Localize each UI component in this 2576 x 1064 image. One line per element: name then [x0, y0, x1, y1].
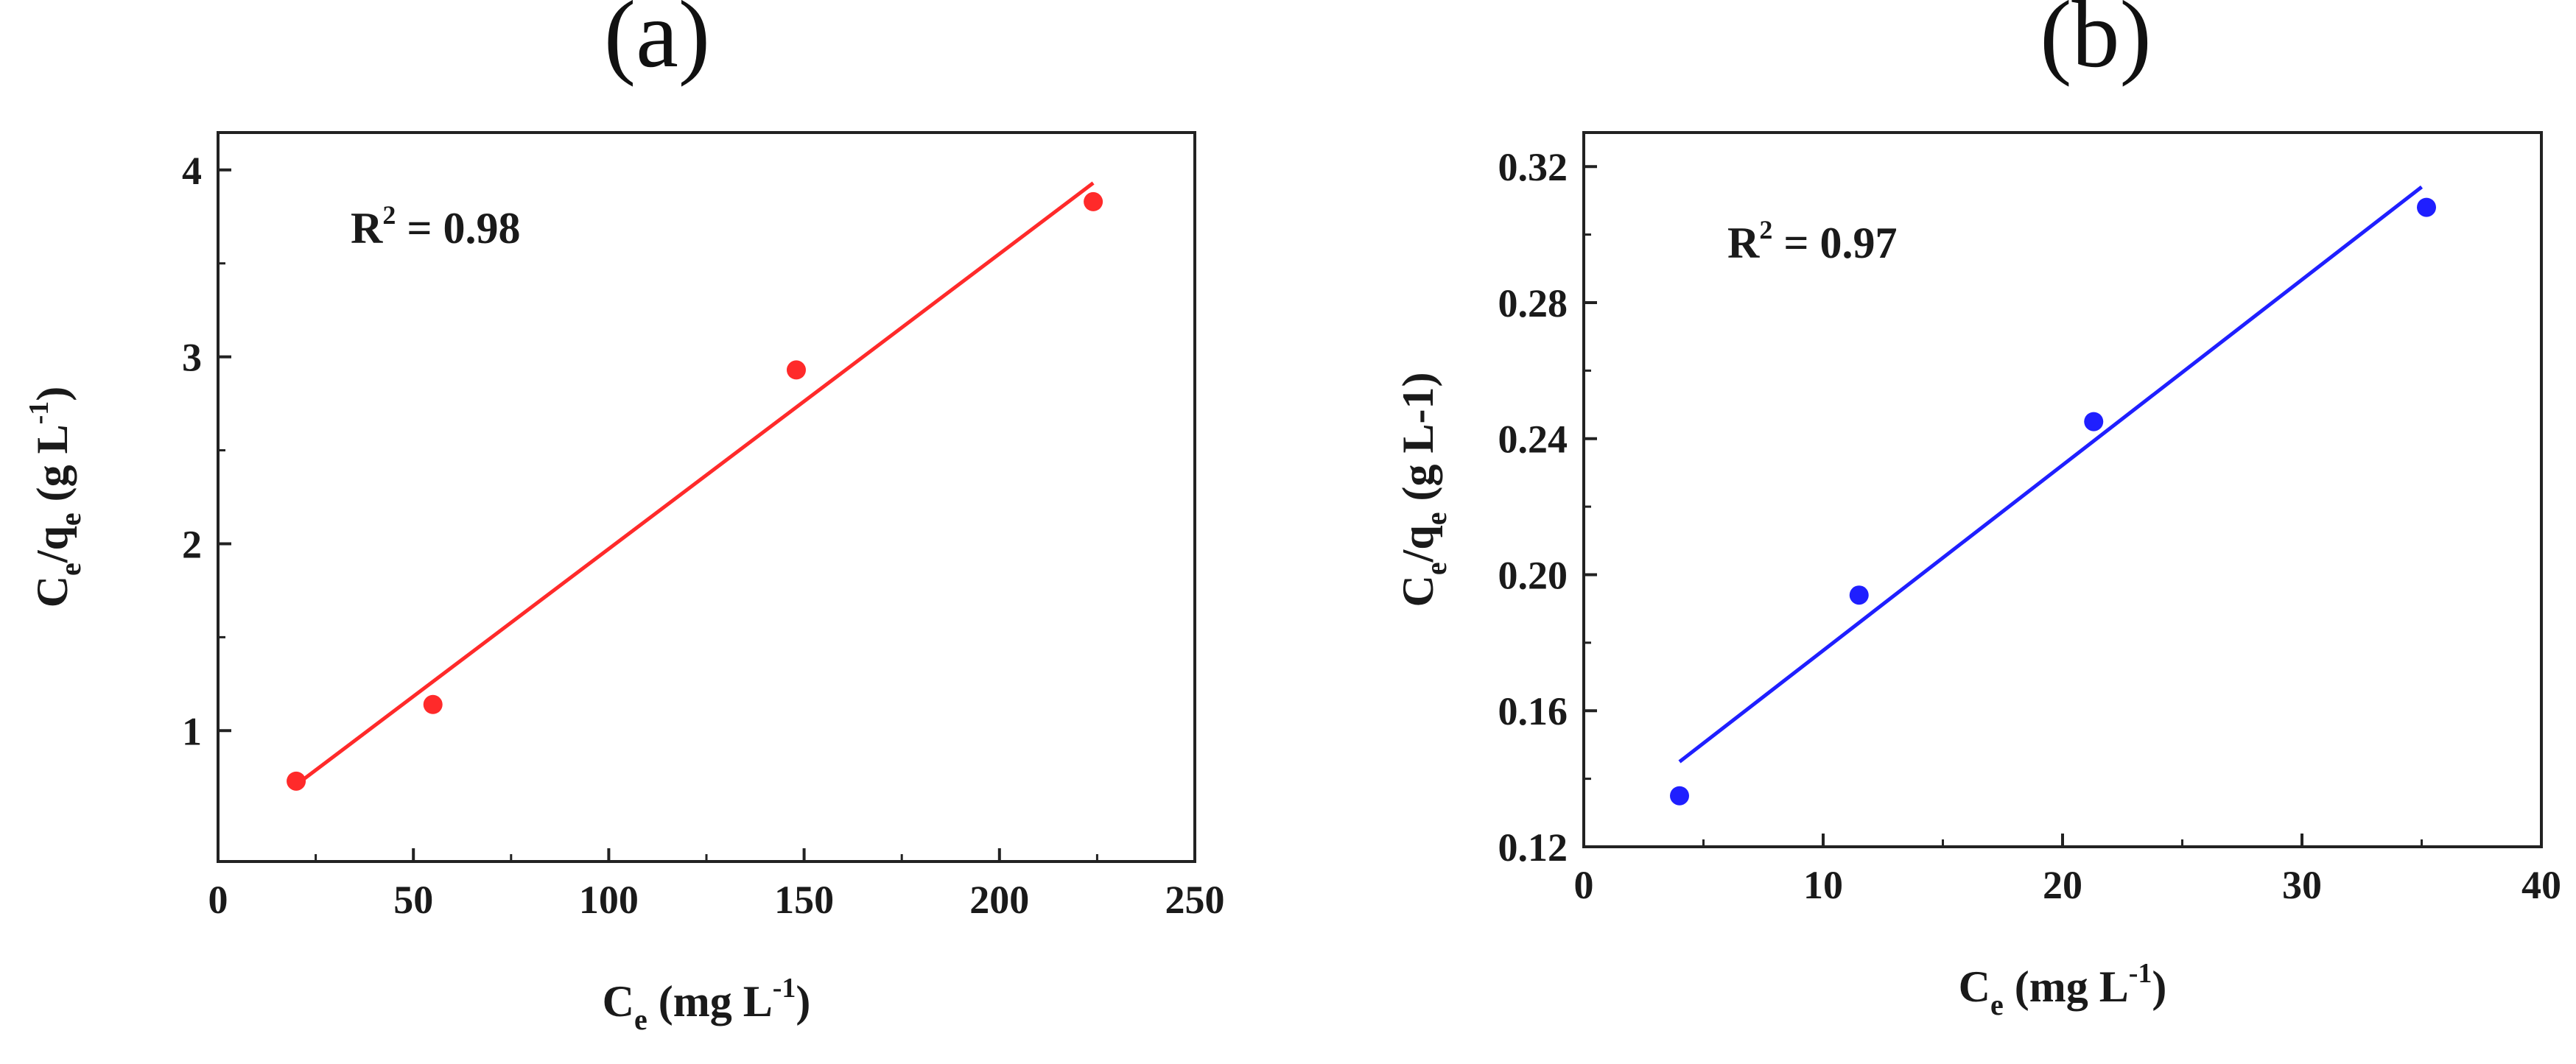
y-tick-label: 0.24 — [1498, 418, 1568, 462]
r-squared-annotation: R2 = 0.97 — [1727, 215, 1898, 267]
data-point — [1084, 191, 1103, 211]
x-tick-label: 250 — [1165, 878, 1225, 922]
x-tick-label: 0 — [1574, 863, 1594, 907]
x-tick-label: 40 — [2521, 863, 2561, 907]
panel-label: (b) — [2040, 0, 2152, 88]
y-tick-label: 0.28 — [1498, 281, 1568, 325]
chart-panel-b: (b) 0 10 20 30 40 0.12 0.16 0.20 0.24 0.28 0.32 R2 =… — [1394, 0, 2561, 1021]
chart-panel-a: (a) 0 50 100 150 200 250 1 2 3 4 R2 = 0.98 Ce (mg L-… — [24, 0, 1225, 1036]
x-tick-label: 20 — [2043, 863, 2082, 907]
y-tick-label: 3 — [182, 336, 202, 380]
x-tick-label: 0 — [208, 878, 228, 922]
data-point — [2417, 197, 2436, 217]
y-tick-label: 0.20 — [1498, 553, 1568, 597]
data-point — [2084, 412, 2104, 431]
y-tick-label: 4 — [182, 149, 202, 193]
x-tick-label: 100 — [579, 878, 639, 922]
y-tick-label: 0.32 — [1498, 145, 1568, 189]
data-point — [1670, 786, 1689, 806]
y-tick-label: 0.12 — [1498, 825, 1568, 870]
data-point — [423, 694, 443, 714]
data-point — [1849, 585, 1869, 605]
x-tick-label: 200 — [969, 878, 1029, 922]
data-point — [786, 360, 806, 380]
data-point — [287, 771, 306, 791]
fit-line — [295, 181, 1095, 786]
x-tick-label: 10 — [1803, 863, 1843, 907]
y-axis-title: Ce/qe (g L-1) — [1394, 373, 1453, 607]
y-tick-label: 0.16 — [1498, 689, 1568, 733]
x-tick-label: 30 — [2282, 863, 2322, 907]
y-axis-title: Ce/qe (g L-1) — [24, 387, 87, 608]
x-tick-label: 150 — [774, 878, 834, 922]
r-squared-annotation: R2 = 0.98 — [351, 200, 521, 253]
y-tick-label: 1 — [182, 709, 202, 753]
x-axis-title: Ce (mg L-1) — [1959, 958, 2167, 1021]
panel-label: (a) — [604, 0, 710, 88]
y-tick-label: 2 — [182, 522, 202, 566]
x-tick-label: 50 — [393, 878, 433, 922]
fit-line — [1678, 185, 2424, 764]
x-axis-title: Ce (mg L-1) — [603, 973, 811, 1036]
